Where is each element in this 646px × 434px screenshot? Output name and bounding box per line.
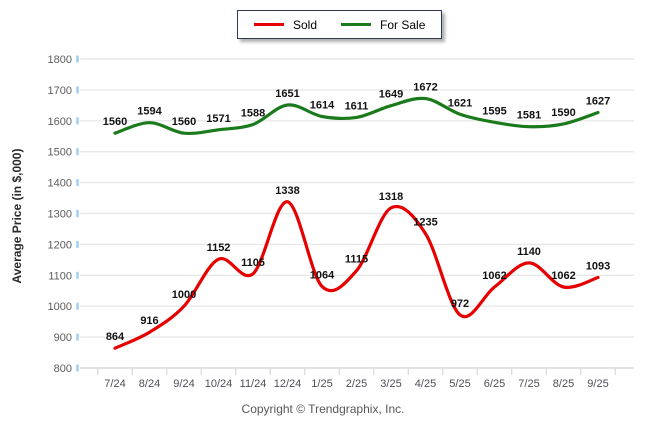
y-tick-label: 1700 [48, 85, 72, 97]
x-tick-label: 6/25 [484, 378, 505, 390]
x-tick-label: 12/24 [274, 378, 302, 390]
x-tick-label: 8/24 [139, 378, 160, 390]
y-tick-label: 1500 [48, 147, 72, 159]
copyright-text: Copyright © Trendgraphix, Inc. [241, 402, 405, 416]
data-label: 1235 [413, 217, 437, 229]
legend-label-sold: Sold [293, 17, 318, 32]
data-label: 1627 [586, 95, 610, 107]
data-label: 1621 [448, 97, 472, 109]
data-label: 1649 [379, 89, 403, 101]
data-label: 1651 [275, 88, 299, 100]
legend-label-for-sale: For Sale [380, 17, 426, 32]
x-tick-label: 11/24 [240, 378, 267, 390]
series-line-sold [113, 200, 600, 350]
x-tick-label: 5/25 [449, 378, 470, 390]
data-label: 1672 [413, 82, 437, 94]
x-tick-label: 9/24 [173, 378, 194, 390]
data-label: 1560 [172, 116, 196, 128]
legend-item-sold: Sold [254, 18, 317, 32]
data-label: 1064 [310, 269, 335, 281]
data-label: 1611 [345, 100, 369, 112]
data-label: 1338 [275, 185, 299, 197]
data-label: 1594 [137, 106, 162, 118]
y-tick-label: 1000 [48, 301, 72, 313]
data-label: 1093 [586, 260, 610, 272]
y-tick-label: 1400 [48, 178, 72, 190]
data-label: 1318 [379, 191, 403, 203]
y-tick-label: 1800 [48, 54, 72, 66]
x-tick-label: 8/25 [553, 378, 574, 390]
data-label: 1581 [517, 110, 541, 122]
data-label: 1140 [517, 246, 541, 258]
y-tick-label: 1600 [48, 116, 72, 128]
data-label: 1000 [172, 289, 196, 301]
for-sale-line-swatch [341, 23, 372, 26]
data-label: 1590 [551, 107, 575, 119]
legend-item-for-sale: For Sale [341, 18, 425, 32]
data-label: 916 [140, 315, 158, 327]
sold-line-swatch [254, 23, 284, 26]
data-label: 1062 [551, 270, 575, 282]
data-label: 1152 [207, 242, 231, 254]
y-tick-label: 900 [54, 332, 72, 344]
series-line-for-sale [113, 96, 600, 136]
x-tick-label: 10/24 [205, 378, 233, 390]
x-tick-label: 7/24 [104, 378, 125, 390]
y-tick-label: 1100 [48, 270, 72, 282]
data-label: 1614 [310, 99, 335, 111]
x-tick-label: 1/25 [311, 378, 332, 390]
data-label: 864 [106, 331, 125, 343]
data-label: 1560 [103, 116, 127, 128]
data-label: 1062 [482, 270, 506, 282]
data-label: 1588 [241, 108, 265, 120]
x-tick-label: 4/25 [415, 378, 436, 390]
y-tick-label: 800 [54, 363, 72, 375]
y-tick-label: 1200 [48, 239, 72, 251]
data-label: 1105 [241, 257, 265, 269]
x-tick-label: 9/25 [587, 378, 608, 390]
x-tick-label: 3/25 [380, 378, 401, 390]
data-label: 1115 [345, 254, 368, 266]
data-label: 972 [451, 298, 469, 310]
x-tick-label: 7/25 [518, 378, 539, 390]
y-axis-title: Average Price (in $,000) [10, 148, 24, 284]
chart-legend: Sold For Sale [237, 10, 443, 39]
data-label: 1571 [206, 113, 230, 125]
x-tick-label: 2/25 [346, 378, 367, 390]
data-label: 1595 [482, 105, 506, 117]
y-tick-label: 1300 [48, 209, 72, 221]
